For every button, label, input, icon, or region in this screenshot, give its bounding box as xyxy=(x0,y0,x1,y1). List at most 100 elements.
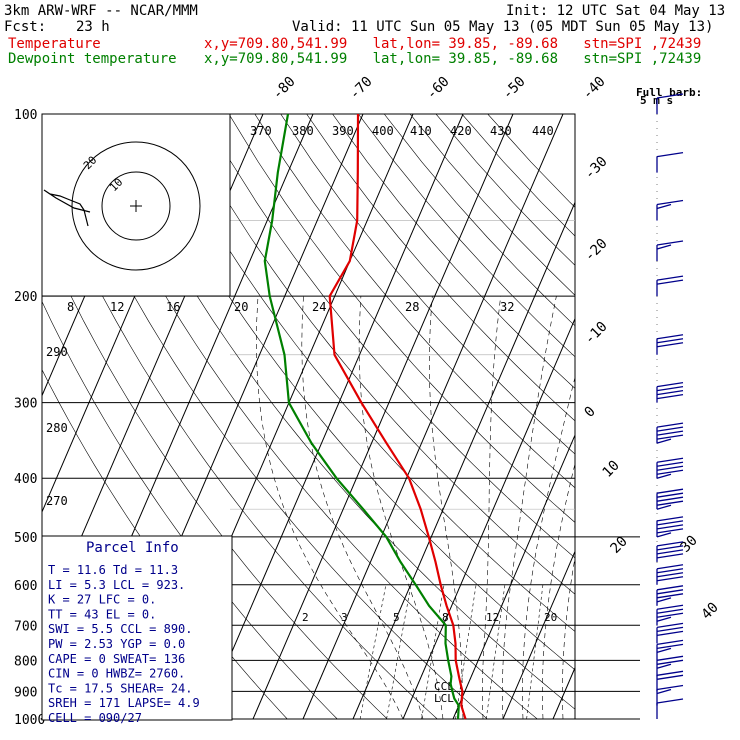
barb-flag xyxy=(656,532,672,538)
dry-adiabat-line xyxy=(332,114,575,389)
mixing-ratio-line xyxy=(455,584,477,720)
barb-flag xyxy=(656,275,684,281)
hodograph-ring-outer xyxy=(71,141,201,271)
valid-time: Valid: 11 UTC Sun 05 May 13 (05 MDT Sun … xyxy=(292,19,714,35)
moist-adiabat-line xyxy=(482,296,501,720)
parcel-info-row: SREH = 171 LAPSE= 4.9 xyxy=(48,696,200,710)
wind-barb xyxy=(656,655,684,677)
hodograph-trace xyxy=(43,189,91,227)
barb-flag xyxy=(656,394,684,400)
moist-adiabat-line xyxy=(301,296,424,720)
isotherm-label: -10 xyxy=(582,319,611,348)
theta-label: 400 xyxy=(372,124,394,138)
precipitable-water-label: 20 xyxy=(234,300,248,314)
barb-flag xyxy=(656,663,672,669)
barb-flag xyxy=(656,457,684,463)
barb-flag xyxy=(656,516,684,522)
barb-flag xyxy=(656,655,684,661)
pressure-tick-label: 500 xyxy=(14,531,37,546)
mixing-ratio-line xyxy=(421,584,445,720)
wind-barb xyxy=(656,564,684,585)
parcel-info-row: CIN = 0 HWBZ= 2760. xyxy=(48,667,185,681)
barb-flag xyxy=(656,244,672,250)
isotherm-line xyxy=(552,666,575,720)
isotherm-label: -20 xyxy=(582,236,611,265)
barb-flag xyxy=(656,203,672,210)
model-title: 3km ARW-WRF -- NCAR/MMM xyxy=(4,3,198,19)
wind-barb xyxy=(656,698,684,719)
temperature-trace xyxy=(328,114,467,720)
isotherm-line xyxy=(502,550,575,720)
barb-flag xyxy=(656,597,672,603)
lcl-label: LCL xyxy=(434,692,454,705)
precipitable-water-label: 12 xyxy=(110,300,124,314)
moist-adiabat-line xyxy=(502,296,557,720)
isotherm-label: -40 xyxy=(580,74,609,103)
parcel-info-box: Parcel Info T = 11.6 Td = 11.3LI = 5.3 LC… xyxy=(41,535,233,725)
barb-flag xyxy=(656,643,684,650)
dry-adiabat-group xyxy=(42,114,575,720)
barb-flag xyxy=(656,593,684,599)
isotherm-label: 30 xyxy=(678,533,701,556)
dry-adiabat-line xyxy=(125,114,575,671)
barb-flag xyxy=(656,422,684,428)
theta-label: 410 xyxy=(410,124,432,138)
barb-flag xyxy=(656,659,684,665)
parcel-info-title: Parcel Info xyxy=(86,540,179,556)
barb-flag xyxy=(656,630,684,637)
init-time: Init: 12 UTC Sat 04 May 13 xyxy=(506,3,726,19)
isotherm-label: -30 xyxy=(582,154,611,183)
barb-flag xyxy=(656,647,672,653)
dry-adiabat-line xyxy=(73,114,538,720)
isotherm-line xyxy=(252,114,514,720)
theta-label: 420 xyxy=(450,124,472,138)
forecast-hours: 23 h xyxy=(76,19,110,35)
pressure-tick-label: 1000 xyxy=(14,713,45,728)
barb-flag xyxy=(656,626,684,633)
theta-label: 370 xyxy=(250,124,272,138)
moist-adiabat-line xyxy=(358,296,444,720)
dry-adiabat-line xyxy=(202,114,575,559)
parcel-info-row: PW = 2.53 YGP = 0.0 xyxy=(48,637,185,651)
barb-flag xyxy=(656,545,684,551)
barb-flag xyxy=(656,492,684,498)
barb-flag xyxy=(656,670,684,676)
isotherm-label: -50 xyxy=(500,74,529,103)
barb-flag xyxy=(656,338,684,344)
barb-flag xyxy=(656,528,684,534)
dewpoint-legend: Dewpoint temperature xyxy=(8,51,177,67)
isotherm-label: 0 xyxy=(582,404,599,421)
barb-flag xyxy=(656,688,672,695)
theta-label: 390 xyxy=(332,124,354,138)
wind-barbs: Full barb:5 m s xyxy=(636,86,702,719)
theta-label: 440 xyxy=(532,124,554,138)
barb-flag xyxy=(656,604,684,610)
theta-side-label: 280 xyxy=(46,421,68,435)
barb-flag xyxy=(656,426,684,432)
parcel-info-row: T = 11.6 Td = 11.3 xyxy=(48,563,178,577)
wind-barb xyxy=(656,275,684,297)
barb-flag xyxy=(656,520,684,526)
mixing-ratio-label: 3 xyxy=(341,611,348,624)
barb-flag xyxy=(656,382,684,388)
barb-flag xyxy=(656,434,684,440)
barb-flag xyxy=(656,279,684,285)
parcel-info-row: Tc = 17.5 SHEAR= 24. xyxy=(48,681,193,695)
moist-adiabat-line xyxy=(542,462,575,720)
barb-flag xyxy=(656,199,684,206)
wind-barb xyxy=(656,240,684,262)
theta-side-label: 290 xyxy=(46,345,68,359)
barb-flag xyxy=(656,430,684,436)
precipitable-water-label: 16 xyxy=(166,300,180,314)
moist-adiabat-line xyxy=(562,555,575,720)
barb-flag xyxy=(656,553,684,559)
parcel-info-row: SWI = 5.5 CCL = 890. xyxy=(48,622,193,636)
precipitable-water-label: 24 xyxy=(312,300,326,314)
isotherm-line xyxy=(653,114,740,719)
barb-flag xyxy=(656,334,684,340)
barb-flag xyxy=(656,93,684,99)
isotherm-label: -60 xyxy=(424,74,453,103)
pressure-tick-label: 200 xyxy=(14,290,37,305)
dry-adiabat-line xyxy=(99,114,575,710)
sounding-traces xyxy=(263,114,467,720)
